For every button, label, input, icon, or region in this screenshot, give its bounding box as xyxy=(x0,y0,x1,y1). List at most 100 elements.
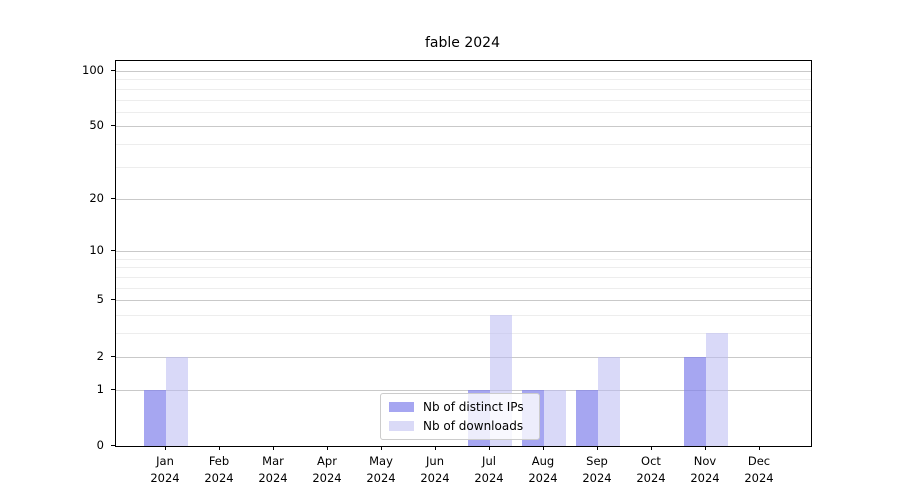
x-tick-mark xyxy=(489,446,490,450)
legend-item-label: Nb of distinct IPs xyxy=(423,400,524,414)
x-tick-month: Feb xyxy=(208,454,230,468)
gridline-major xyxy=(116,126,811,128)
x-tick-label: Jan 2024 xyxy=(138,453,192,487)
x-tick-year: 2024 xyxy=(258,471,288,485)
bar-nov-downloads xyxy=(706,333,728,446)
x-tick-label: Apr 2024 xyxy=(300,453,354,487)
y-tick-label: 2 xyxy=(96,348,104,363)
x-tick-year: 2024 xyxy=(474,471,504,485)
y-tick-mark xyxy=(111,197,115,199)
y-tick-label: 10 xyxy=(89,243,104,258)
gridline-minor xyxy=(116,144,811,146)
legend-swatch xyxy=(389,421,414,431)
x-tick-month: May xyxy=(369,454,393,468)
x-tick-label: Jun 2024 xyxy=(408,453,462,487)
gridline-minor xyxy=(116,258,811,260)
x-tick-year: 2024 xyxy=(582,471,612,485)
x-tick-year: 2024 xyxy=(420,471,450,485)
x-tick-mark xyxy=(651,446,652,450)
x-tick-month: Aug xyxy=(531,454,555,468)
x-tick-month: Jun xyxy=(426,454,444,468)
x-tick-year: 2024 xyxy=(528,471,558,485)
x-tick-label: May 2024 xyxy=(354,453,408,487)
gridline-minor xyxy=(116,287,811,289)
x-tick-month: Oct xyxy=(641,454,661,468)
y-tick-mark xyxy=(111,445,115,446)
legend-swatch xyxy=(389,402,414,412)
gridline-major xyxy=(116,356,811,358)
chart-title: fable 2024 xyxy=(425,35,500,51)
gridline-major xyxy=(116,70,811,72)
x-tick-label: Sep 2024 xyxy=(570,453,624,487)
x-tick-mark xyxy=(381,446,382,450)
x-tick-year: 2024 xyxy=(312,471,342,485)
x-tick-year: 2024 xyxy=(744,471,774,485)
x-tick-year: 2024 xyxy=(366,471,396,485)
y-tick-label: 100 xyxy=(82,62,104,77)
x-tick-mark xyxy=(327,446,328,450)
bar-sep-ips xyxy=(576,389,598,446)
bar-jan-ips xyxy=(144,389,166,446)
y-tick-label: 1 xyxy=(96,381,104,396)
x-tick-month: Dec xyxy=(747,454,771,468)
x-tick-label: Nov 2024 xyxy=(678,453,732,487)
gridline-minor xyxy=(116,79,811,81)
x-tick-month: Jul xyxy=(482,454,496,468)
gridline-minor xyxy=(116,333,811,335)
legend-item: Nb of distinct IPs xyxy=(389,400,531,414)
y-tick-mark xyxy=(111,355,115,357)
x-tick-mark xyxy=(165,446,166,450)
legend-item-label: Nb of downloads xyxy=(423,419,524,433)
y-tick-mark xyxy=(111,388,115,390)
gridline-minor xyxy=(116,88,811,90)
gridline-major xyxy=(116,198,811,200)
x-tick-mark xyxy=(219,446,220,450)
x-tick-year: 2024 xyxy=(204,471,234,485)
x-tick-month: Mar xyxy=(262,454,284,468)
x-tick-mark xyxy=(705,446,706,450)
gridline-major xyxy=(116,251,811,253)
gridline-minor xyxy=(116,166,811,168)
x-tick-year: 2024 xyxy=(150,471,180,485)
x-tick-label: Mar 2024 xyxy=(246,453,300,487)
x-tick-month: Sep xyxy=(586,454,608,468)
x-tick-mark xyxy=(759,446,760,450)
x-tick-label: Feb 2024 xyxy=(192,453,246,487)
x-tick-mark xyxy=(435,446,436,450)
x-tick-year: 2024 xyxy=(690,471,720,485)
x-tick-label: Jul 2024 xyxy=(462,453,516,487)
x-tick-month: Apr xyxy=(317,454,337,468)
plot-area: Nb of distinct IPs Nb of downloads xyxy=(115,60,812,447)
gridline-major xyxy=(116,300,811,302)
y-tick-label: 20 xyxy=(89,190,104,205)
bar-nov-ips xyxy=(684,356,706,446)
y-tick-mark xyxy=(111,125,115,127)
x-tick-year: 2024 xyxy=(636,471,666,485)
x-tick-mark xyxy=(273,446,274,450)
y-tick-label: 5 xyxy=(96,292,104,307)
bar-jan-downloads xyxy=(166,356,188,446)
y-tick-mark xyxy=(111,250,115,252)
x-tick-month: Nov xyxy=(693,454,717,468)
bar-aug-downloads xyxy=(544,389,566,446)
gridline-minor xyxy=(116,99,811,101)
gridline-major xyxy=(116,389,811,391)
y-tick-mark xyxy=(111,69,115,71)
gridline-minor xyxy=(116,277,811,278)
y-tick-label: 50 xyxy=(89,118,104,133)
x-tick-label: Oct 2024 xyxy=(624,453,678,487)
x-tick-month: Jan xyxy=(156,454,174,468)
chart-legend: Nb of distinct IPs Nb of downloads xyxy=(380,393,540,440)
gridline-minor xyxy=(116,267,811,269)
gridline-minor xyxy=(116,315,811,317)
bar-sep-downloads xyxy=(598,356,620,446)
y-tick-label: 0 xyxy=(96,438,104,452)
legend-item: Nb of downloads xyxy=(389,419,531,433)
y-tick-mark xyxy=(111,299,115,301)
x-tick-mark xyxy=(543,446,544,450)
x-tick-label: Aug 2024 xyxy=(516,453,570,487)
x-tick-mark xyxy=(597,446,598,450)
gridline-minor xyxy=(116,111,811,113)
x-tick-label: Dec 2024 xyxy=(732,453,786,487)
